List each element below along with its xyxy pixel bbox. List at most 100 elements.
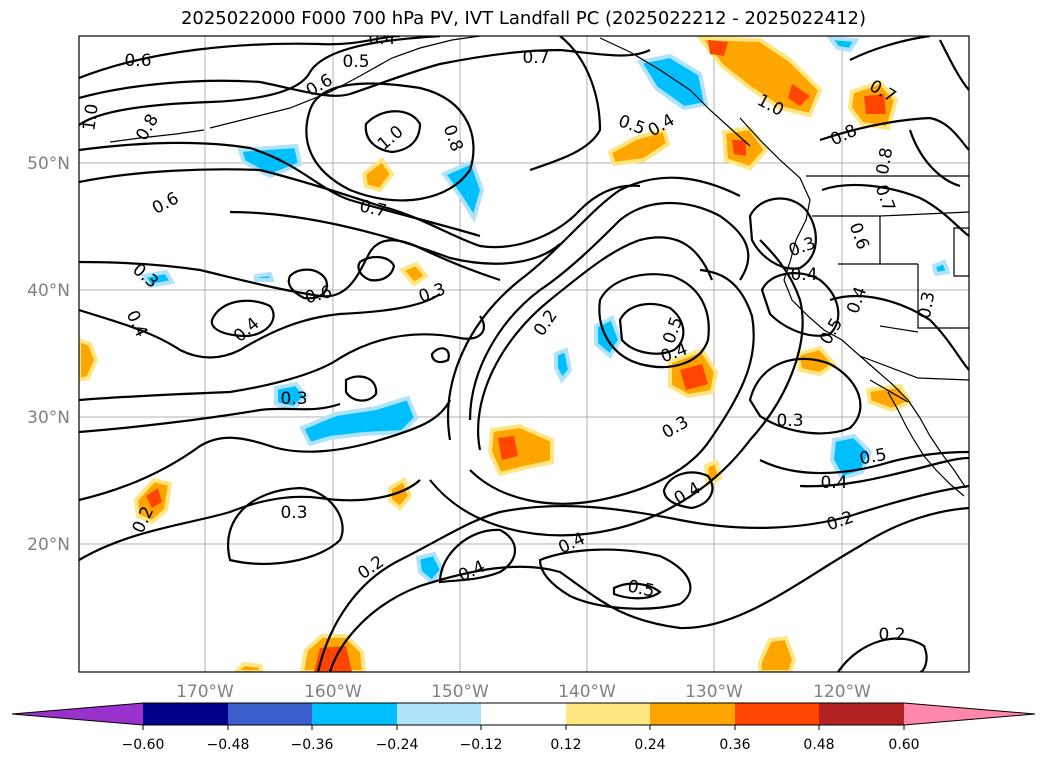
shaded-negative	[829, 433, 873, 481]
coastline-alaska-islands	[109, 129, 205, 143]
colorbar-segment	[819, 703, 904, 725]
contour-labels: 0.6 0.5 0.4 0.7 1.0 0.8 0.6 1.0 0.8 0.5 …	[79, 29, 939, 645]
gridlines	[79, 36, 969, 672]
map-frame	[78, 35, 970, 673]
contour-line	[316, 484, 969, 672]
contour-label: 0.5	[858, 445, 888, 469]
contour-line	[908, 39, 969, 188]
longitude-label: 160°W	[304, 682, 362, 702]
shaded-positive	[607, 127, 671, 167]
colorbar-tick-label: −0.36	[291, 737, 334, 753]
shaded-positive	[758, 635, 797, 672]
contour-line	[748, 197, 817, 270]
shaded-positive	[233, 661, 265, 672]
contour-label: 0.7	[522, 48, 549, 68]
contour-line	[364, 110, 422, 154]
contour-line	[438, 528, 516, 584]
shaded-strong-positive	[146, 488, 162, 508]
colorbar-tick-label: −0.12	[460, 737, 503, 753]
contour-line	[447, 176, 741, 441]
colorbar-segment	[481, 703, 566, 725]
contour-label: 0.3	[776, 411, 803, 431]
latitude-label: 50°N	[27, 154, 70, 174]
latitude-label: 30°N	[27, 408, 70, 428]
border-states	[812, 211, 969, 403]
shaded-negative	[636, 53, 709, 111]
contour-line	[612, 582, 662, 600]
contour-line	[79, 36, 401, 80]
contour-label: 0.8	[873, 146, 897, 176]
contour-label: 0.3	[280, 503, 307, 523]
contour-label: 0.2	[878, 625, 905, 645]
coastline-alaska-panhandle	[599, 37, 751, 147]
latitude-label: 40°N	[27, 281, 70, 301]
contour-line	[529, 36, 602, 172]
map-title: 2025022000 F000 700 hPa PV, IVT Landfall…	[180, 8, 867, 29]
longitude-label: 130°W	[685, 682, 743, 702]
longitude-label: 140°W	[558, 682, 616, 702]
shaded-negative	[237, 143, 303, 179]
colorbar-ticks	[142, 725, 905, 730]
contour-line	[821, 183, 969, 237]
contour-line	[79, 293, 441, 359]
colorbar-tick-label: −0.60	[122, 737, 165, 753]
contour-line	[799, 456, 969, 488]
colorbar-tick-label: 0.48	[803, 737, 834, 753]
colorbar-segment	[312, 703, 397, 725]
colorbar-segment	[650, 703, 735, 725]
contour-line	[430, 347, 450, 364]
contour-line	[477, 236, 714, 451]
shaded-negative	[440, 159, 485, 223]
colorbar-tick-label: 0.12	[550, 737, 581, 753]
contour-line	[759, 450, 969, 475]
shaded-negative	[825, 36, 860, 53]
shaded-negative	[554, 347, 573, 384]
colorbar-tick-label: 0.60	[888, 737, 919, 753]
contour-line	[210, 299, 275, 338]
colorbar-tick-label: 0.24	[634, 737, 665, 753]
shaded-positive	[361, 157, 395, 193]
coastline-baja	[887, 391, 965, 497]
colorbar-tick-label: −0.48	[207, 737, 250, 753]
shaded-strong-positive	[680, 364, 708, 390]
contour-line	[357, 256, 396, 282]
contour-label: 0.4	[790, 265, 817, 285]
contour-line	[538, 548, 692, 610]
contour-line	[229, 210, 561, 265]
contour-label: 0.5	[342, 52, 369, 72]
colorbar-segment	[143, 703, 228, 725]
contour-line	[79, 48, 651, 100]
coastline-alaska	[209, 36, 481, 129]
contour-label: 0.4	[368, 29, 395, 49]
contour-line	[618, 302, 685, 355]
shaded-strong-positive	[498, 436, 518, 460]
shaded-negative	[299, 395, 419, 447]
contour-line	[468, 202, 750, 421]
longitude-labels: 170°W 160°W 150°W 140°W 130°W 120°W	[176, 682, 871, 702]
colorbar: −0.60 −0.48 −0.36 −0.24 −0.12 0.12 0.24 …	[11, 702, 1036, 753]
contour-line	[819, 116, 969, 151]
shaded-positive	[388, 477, 413, 511]
contour-line	[79, 402, 341, 434]
shaded-negative	[931, 259, 951, 277]
contour-line	[469, 268, 755, 505]
contour-line	[79, 399, 451, 502]
contour-line	[305, 82, 475, 202]
contour-line	[429, 239, 804, 537]
shaded-strong-positive	[864, 94, 886, 114]
contour-line	[748, 357, 862, 435]
longitude-label: 150°W	[431, 682, 489, 702]
contour-label: 0.3	[280, 389, 307, 409]
shaded-positive	[795, 345, 837, 377]
contour-label: 0.6	[124, 51, 151, 71]
colorbar-segment	[397, 703, 481, 725]
pv-contours	[79, 36, 969, 672]
shaded-strong-positive	[788, 84, 810, 106]
shaded-strong-positive	[708, 40, 728, 56]
shaded-positive	[398, 261, 429, 287]
contour-line	[849, 36, 931, 61]
contour-line	[760, 272, 840, 337]
contour-line	[662, 471, 714, 510]
contour-line	[287, 268, 328, 300]
